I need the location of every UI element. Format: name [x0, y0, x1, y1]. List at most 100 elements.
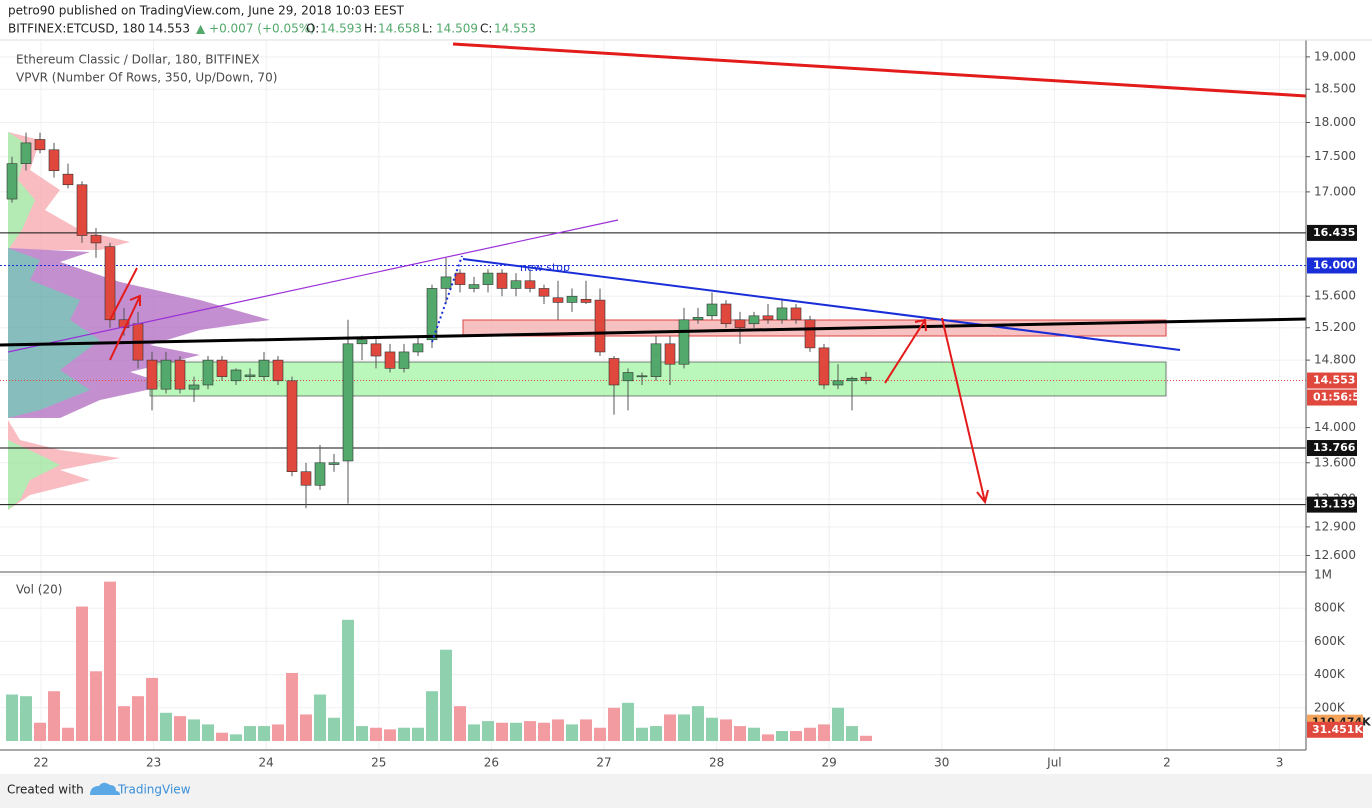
- candle-body: [524, 280, 536, 289]
- x-tick-label: 27: [596, 756, 611, 770]
- candle-body: [804, 319, 816, 349]
- countdown: 01:56:57: [1313, 391, 1368, 404]
- volume-bar: [538, 722, 550, 741]
- candle-body: [426, 288, 438, 341]
- volume-bar: [832, 707, 844, 741]
- vol-tick-label: 1M: [1314, 568, 1332, 582]
- candle-body: [510, 280, 522, 289]
- x-tick-label: 28: [709, 756, 724, 770]
- header-text: L:: [422, 22, 433, 36]
- candle-body: [482, 272, 494, 285]
- candle-body: [300, 471, 312, 486]
- y-tick-label: 14.000: [1314, 420, 1356, 434]
- volume-bar: [314, 694, 326, 741]
- volume-bar: [34, 722, 46, 741]
- header-text: BITFINEX:ETCUSD, 180: [8, 22, 145, 36]
- volume-bar: [384, 729, 396, 741]
- vol-last-bg: [1307, 721, 1363, 738]
- volume-bar: [706, 717, 718, 741]
- symbol-line: BITFINEX:ETCUSD, 180 14.553 ▲ +0.007 (+0.0…: [8, 22, 536, 36]
- y-tick-label: 12.900: [1314, 519, 1356, 533]
- volume-bar: [356, 726, 368, 741]
- volume-bar: [342, 619, 354, 741]
- volume-bar: [62, 727, 74, 741]
- candle-body: [244, 374, 256, 377]
- volume-bar: [622, 702, 634, 741]
- volume-bar: [496, 722, 508, 741]
- volume-bar: [608, 707, 620, 741]
- header-text: ▲ +0.007 (+0.05%): [196, 22, 315, 36]
- y-tick-label: 15.200: [1314, 320, 1356, 334]
- candle-body: [608, 358, 620, 386]
- volume-bar: [216, 732, 228, 741]
- arrows: [109, 267, 989, 505]
- volume-bar: [524, 721, 536, 741]
- vol-tick-label: 600K: [1314, 634, 1346, 648]
- y-tick-label: 12.600: [1314, 548, 1356, 562]
- candle-body: [20, 142, 32, 164]
- volume-bar: [594, 727, 606, 741]
- candle-body: [748, 315, 760, 325]
- vol-tick-label: 400K: [1314, 667, 1346, 681]
- candle-body: [552, 297, 564, 303]
- last-price-label-bg: [1307, 372, 1357, 389]
- volume-bar: [692, 706, 704, 741]
- candle-body: [818, 347, 830, 386]
- candle-body: [118, 319, 130, 329]
- volume-bar: [174, 716, 186, 741]
- level-label-bg: [1307, 257, 1357, 274]
- volume-bar: [762, 734, 774, 741]
- y-tick-label: 14.800: [1314, 353, 1356, 367]
- x-tick-label: 30: [934, 756, 949, 770]
- candle-body: [90, 235, 102, 244]
- candle-body: [62, 173, 74, 186]
- header-text: O:: [306, 22, 319, 36]
- volume-bar: [118, 706, 130, 741]
- y-tick-label: 17.000: [1314, 184, 1356, 198]
- volume-bar: [90, 671, 102, 741]
- candle-body: [48, 149, 60, 171]
- candle-body: [594, 299, 606, 353]
- published: petro90 published on TradingView.com, Ju…: [8, 4, 405, 18]
- volume-bar: [748, 727, 760, 741]
- candle-body: [734, 319, 746, 329]
- y-tick-label: 18.500: [1314, 82, 1356, 96]
- candle-body: [286, 380, 298, 473]
- volume-bar: [76, 606, 88, 741]
- candle-body: [230, 369, 242, 382]
- volume-bar: [6, 694, 18, 741]
- volume-bar: [510, 722, 522, 741]
- trend-line: [431, 255, 463, 343]
- volume-bar: [650, 726, 662, 741]
- volume-bar: [398, 727, 410, 741]
- footer-text: Created with: [7, 783, 84, 797]
- level-label: 16.000: [1313, 258, 1356, 271]
- header-text: 14.553: [148, 22, 190, 36]
- volume-bar: [860, 735, 872, 741]
- volume-bar: [790, 731, 802, 741]
- footer-link[interactable]: TradingView: [117, 783, 191, 797]
- candle-body: [272, 359, 284, 382]
- level-label: 13.766: [1313, 441, 1356, 454]
- x-tick-label: 24: [259, 756, 274, 770]
- volume-bar: [426, 691, 438, 741]
- candle-body: [678, 319, 690, 365]
- y-tick-label: 15.600: [1314, 289, 1356, 303]
- volume-bar: [454, 706, 466, 741]
- volume-bar: [328, 717, 340, 741]
- logo[interactable]: [90, 782, 120, 795]
- volume-bar: [132, 696, 144, 741]
- vol-tick-label: 800K: [1314, 601, 1346, 615]
- volume-bar: [440, 649, 452, 741]
- candle-body: [412, 343, 424, 353]
- candle-body: [202, 359, 214, 386]
- volume-bar: [146, 677, 158, 741]
- legend-vpvr: VPVR (Number Of Rows, 350, Up/Down, 70): [16, 71, 277, 85]
- y-tick-label: 17.500: [1314, 149, 1356, 163]
- candle-body: [496, 272, 508, 289]
- candle-body: [328, 462, 340, 465]
- volume-bar: [664, 714, 676, 741]
- volume-bar: [300, 714, 312, 741]
- level-label-bg: [1307, 224, 1357, 241]
